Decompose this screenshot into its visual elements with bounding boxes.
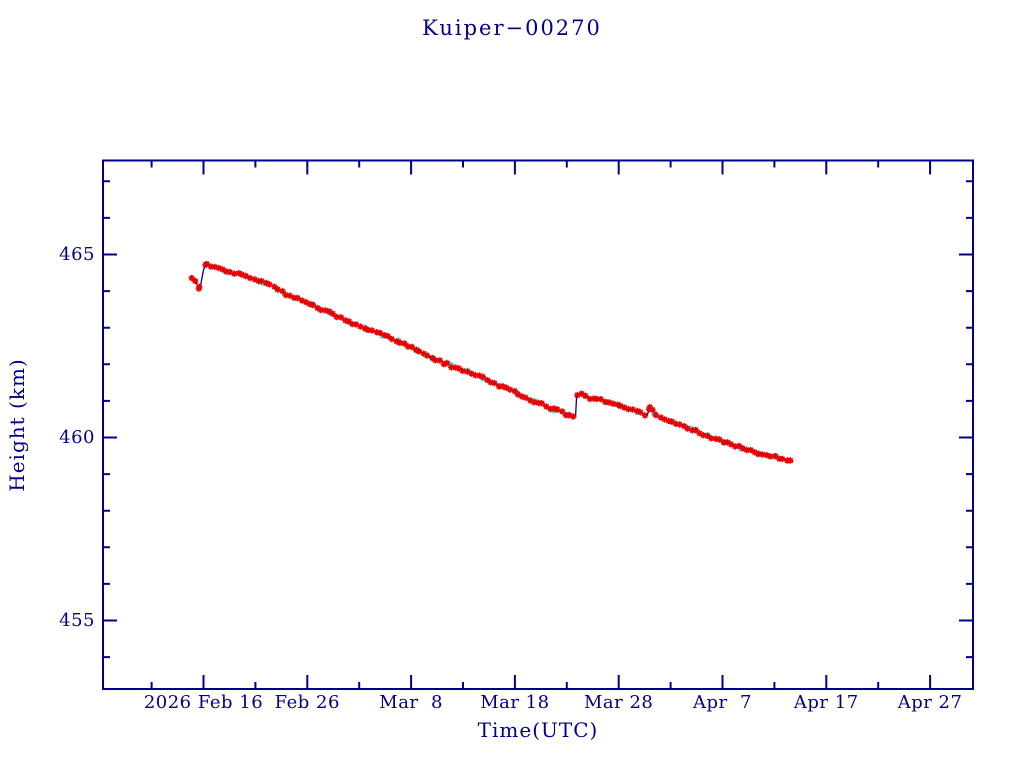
plot-frame <box>102 159 974 690</box>
x-axis-label: Time(UTC) <box>477 718 599 742</box>
chart-title: Kuiper−00270 <box>422 16 602 40</box>
tick-marks <box>103 160 973 689</box>
observed-height-markers <box>188 260 794 464</box>
height-trajectory-line <box>190 263 794 462</box>
